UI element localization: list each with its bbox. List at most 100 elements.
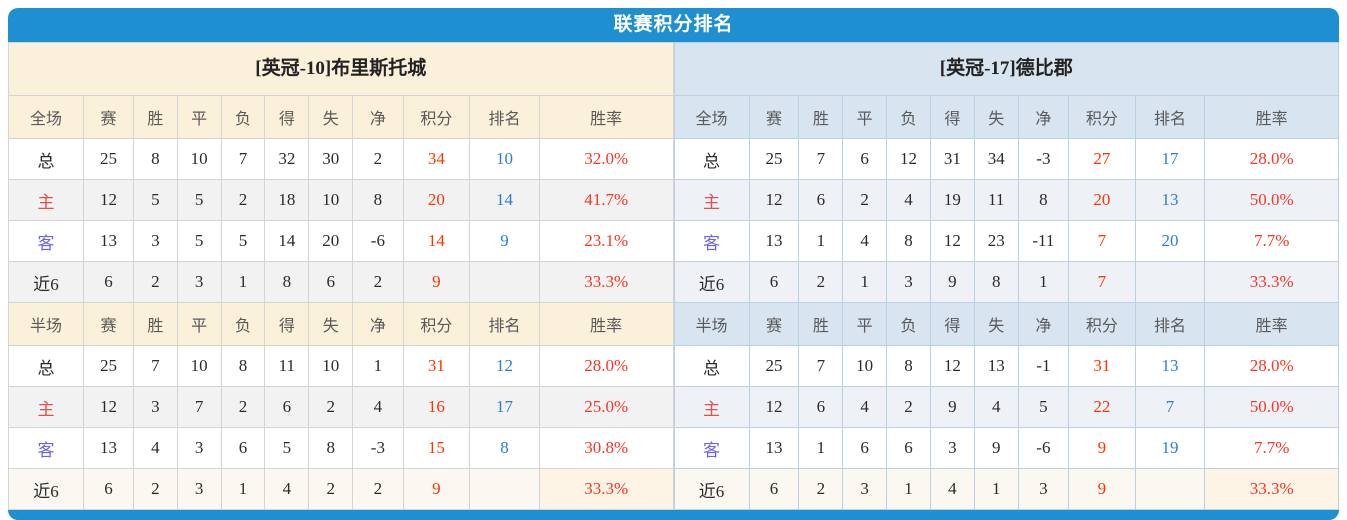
column-header-row: 半场赛胜平负得失净积分 排名 胜率 (7, 302, 674, 346)
column-header-row: 半场赛胜平负得失净积分 排名 胜率 (673, 302, 1339, 346)
points-cell: 15 (402, 427, 471, 469)
row-label: 总 (7, 345, 85, 387)
column-header-row: 全场赛胜平负得失净积分 排名 胜率 (7, 95, 674, 139)
points-cell: 20 (1068, 179, 1136, 221)
column-header: 赛 (83, 302, 134, 346)
stat-cell: 1 (973, 468, 1019, 510)
column-header: 得 (264, 302, 310, 346)
rate-cell: 7.7% (1204, 427, 1339, 469)
stat-cell: 6 (748, 468, 800, 510)
stat-cell: 5 (132, 179, 178, 221)
stat-cell: 4 (352, 386, 404, 428)
stat-cell: 1 (220, 468, 266, 510)
stat-cell: 4 (264, 468, 310, 510)
stat-cell: 8 (132, 138, 178, 180)
table-row: 客 13 1 6 6 3 9 -6 9 19 7.7% (673, 427, 1339, 469)
table-row: 主 12 3 7 2 6 2 4 16 17 25.0% (7, 386, 674, 428)
stat-cell: 1 (886, 468, 931, 510)
stat-cell: 10 (176, 138, 222, 180)
stat-cell: 6 (886, 427, 931, 469)
row-label: 主 (673, 179, 750, 221)
stat-cell: 1 (842, 261, 888, 303)
table-row: 客 13 4 3 6 5 8 -3 15 8 30.8% (7, 427, 674, 469)
stat-cell: -6 (352, 220, 404, 262)
column-header: 负 (220, 302, 266, 346)
points-cell: 7 (1068, 261, 1136, 303)
points-cell: 7 (1068, 220, 1136, 262)
rank-cell: 9 (469, 220, 540, 262)
stat-cell: 3 (176, 427, 222, 469)
rate-cell: 50.0% (1204, 386, 1339, 428)
row-label: 主 (7, 386, 85, 428)
stat-cell: 5 (176, 179, 222, 221)
column-header: 胜 (798, 302, 844, 346)
stat-cell: 30 (308, 138, 354, 180)
stat-cell: 6 (83, 468, 134, 510)
row-label: 主 (7, 179, 85, 221)
row-label: 主 (673, 386, 750, 428)
rank-cell: 17 (1134, 138, 1206, 180)
rank-cell (1134, 468, 1206, 510)
row-label: 客 (673, 427, 750, 469)
stat-cell: 34 (973, 138, 1019, 180)
column-header: 净 (352, 302, 404, 346)
rank-cell: 12 (469, 345, 540, 387)
stat-cell: 4 (973, 386, 1019, 428)
stat-cell: 8 (264, 261, 310, 303)
stat-cell: 1 (798, 427, 844, 469)
points-cell: 27 (1068, 138, 1136, 180)
rate-cell: 32.0% (538, 138, 674, 180)
stat-cell: 2 (132, 468, 178, 510)
rate-cell: 28.0% (538, 345, 674, 387)
section-label: 全场 (673, 95, 750, 139)
stat-cell: 10 (308, 179, 354, 221)
stat-cell: 2 (842, 179, 888, 221)
stat-cell: -3 (352, 427, 404, 469)
row-label: 总 (673, 138, 750, 180)
column-header: 胜率 (1204, 302, 1339, 346)
stat-cell: 1 (798, 220, 844, 262)
rate-cell: 33.3% (538, 261, 674, 303)
column-header: 平 (176, 302, 222, 346)
stat-cell: 6 (748, 261, 800, 303)
rank-cell: 10 (469, 138, 540, 180)
stat-cell: 6 (842, 427, 888, 469)
stat-cell: 12 (83, 179, 134, 221)
stat-cell: 5 (264, 427, 310, 469)
stat-cell: 3 (1017, 468, 1070, 510)
stat-cell: 6 (220, 427, 266, 469)
bottom-accent-bar (8, 510, 1339, 520)
stat-cell: 7 (132, 345, 178, 387)
column-header: 平 (842, 95, 888, 139)
stat-cell: 3 (842, 468, 888, 510)
column-header: 赛 (748, 302, 800, 346)
table-row: 总 25 7 10 8 11 10 1 31 12 28.0% (7, 345, 674, 387)
points-cell: 31 (1068, 345, 1136, 387)
stat-cell: 5 (176, 220, 222, 262)
stat-cell: 9 (973, 427, 1019, 469)
section-label: 全场 (7, 95, 85, 139)
stat-cell: 12 (83, 386, 134, 428)
column-header: 赛 (748, 95, 800, 139)
column-header: 得 (264, 95, 310, 139)
stat-cell: 9 (929, 261, 975, 303)
column-header: 积分 (402, 302, 471, 346)
stat-cell: 6 (83, 261, 134, 303)
table-row: 主 12 5 5 2 18 10 8 20 14 41.7% (7, 179, 674, 221)
stat-cell: 11 (264, 345, 310, 387)
column-header: 负 (886, 302, 931, 346)
stat-cell: 12 (929, 220, 975, 262)
stat-cell: 9 (929, 386, 975, 428)
team-name-away: [英冠-17]德比郡 (673, 42, 1339, 95)
row-label: 近6 (7, 468, 85, 510)
table-row: 近6 6 2 1 3 9 8 1 7 33.3% (673, 261, 1339, 303)
stat-cell: 2 (352, 138, 404, 180)
stat-cell: 32 (264, 138, 310, 180)
stat-cell: 6 (842, 138, 888, 180)
stat-cell: 10 (176, 345, 222, 387)
points-cell: 14 (402, 220, 471, 262)
column-header: 负 (886, 95, 931, 139)
stat-cell: 6 (798, 179, 844, 221)
stat-cell: 2 (220, 386, 266, 428)
rate-cell: 33.3% (1204, 261, 1339, 303)
